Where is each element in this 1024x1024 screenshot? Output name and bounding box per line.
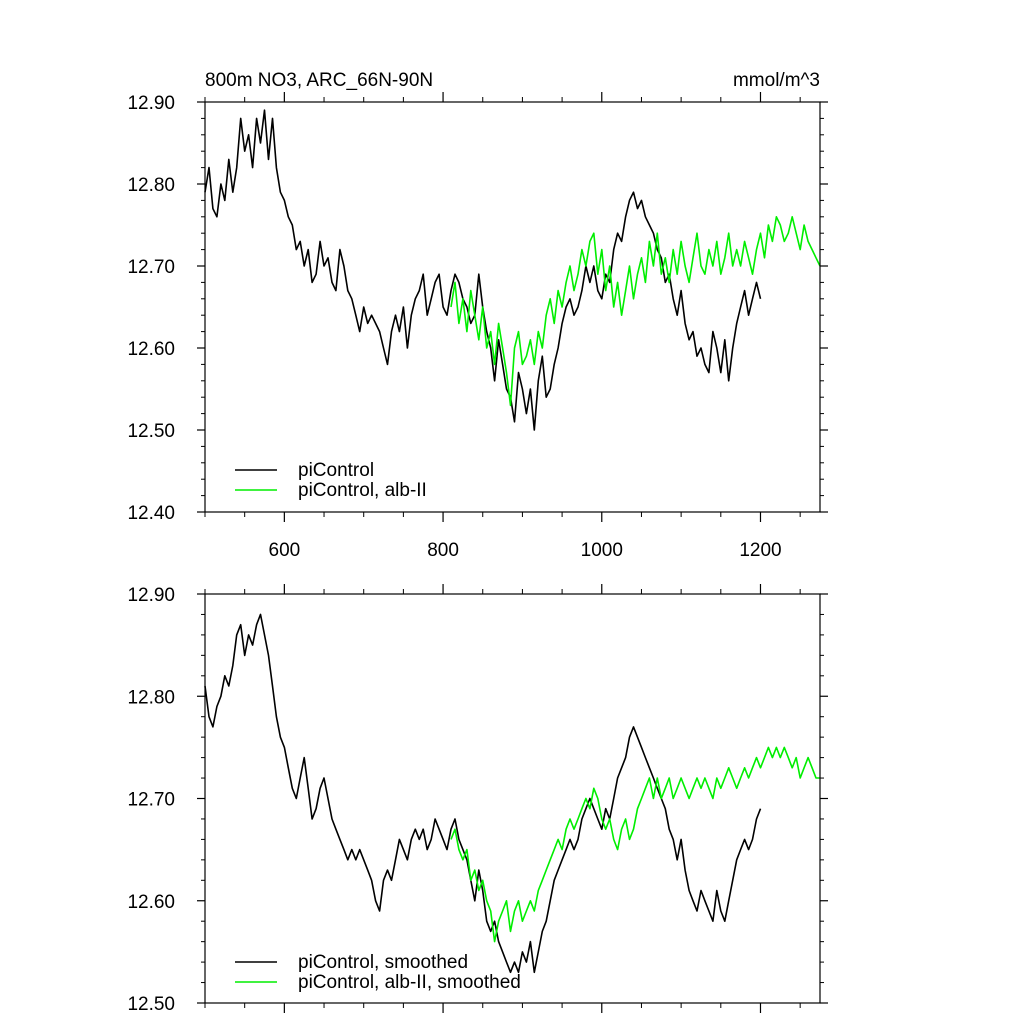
x-tick-label: 800 [427, 540, 459, 561]
y-tick-label: 12.90 [127, 585, 175, 606]
top-panel: 800m NO3, ARC_66N-90N mmol/m^3 12.40 12.5… [127, 70, 828, 561]
top-panel-axes: 12.40 12.50 12.60 12.70 12.80 12.90 600 800 1000… [127, 92, 828, 561]
top-panel-units: mmol/m^3 [733, 70, 820, 91]
y-tick-label: 12.80 [127, 687, 175, 708]
bottom-panel-axes: 12.50 12.60 12.70 12.80 12.90 [127, 584, 828, 1015]
y-tick-label: 12.70 [127, 790, 175, 811]
top-panel-plot-area [204, 109, 821, 431]
bottom-panel-frame [204, 593, 821, 1004]
y-tick-label: 12.50 [127, 421, 175, 442]
series-line-0 [204, 613, 762, 974]
y-tick-label: 12.60 [127, 339, 175, 360]
legend-label-1: piControl, alb-II [298, 480, 427, 501]
y-tick-label: 12.80 [127, 175, 175, 196]
y-tick-label: 12.70 [127, 257, 175, 278]
top-panel-frame [204, 101, 821, 513]
x-tick-label: 600 [269, 540, 301, 561]
y-tick-label: 12.60 [127, 892, 175, 913]
bottom-panel: 12.50 12.60 12.70 12.80 12.90 piControl, smo… [127, 584, 828, 1015]
x-tick-label: 1000 [581, 540, 623, 561]
y-tick-label: 12.40 [127, 503, 175, 524]
legend-label-1: piControl, alb-II, smoothed [298, 972, 521, 993]
y-tick-label: 12.90 [127, 93, 175, 114]
series-line-1 [450, 216, 821, 407]
x-tick-label: 1200 [739, 540, 781, 561]
legend-label-0: piControl, smoothed [298, 952, 468, 973]
y-tick-label: 12.50 [127, 994, 175, 1015]
legend-label-0: piControl [298, 460, 374, 481]
series-line-1 [450, 746, 820, 943]
top-panel-title: 800m NO3, ARC_66N-90N [205, 70, 433, 91]
bottom-panel-plot-area [204, 613, 820, 974]
